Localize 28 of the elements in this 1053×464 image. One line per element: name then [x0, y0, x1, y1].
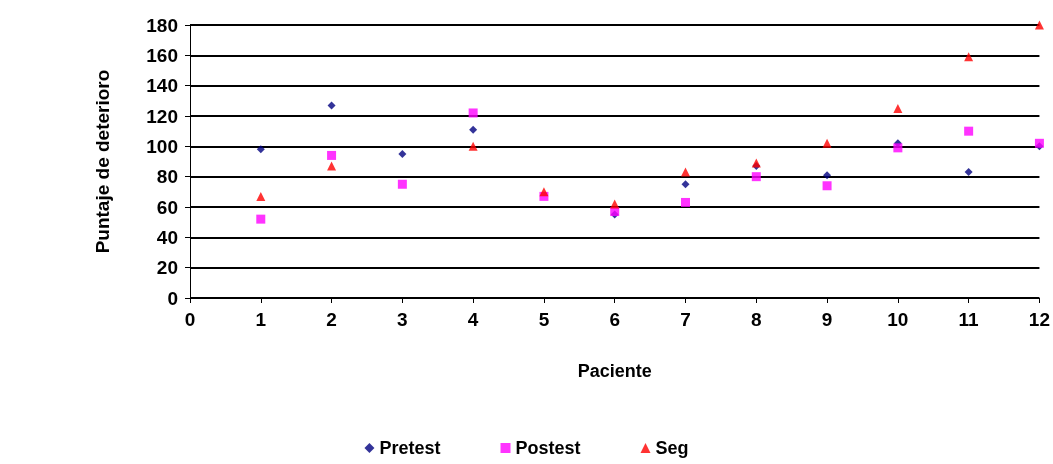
y-tick-label: 160	[146, 44, 178, 66]
x-tick-label: 10	[887, 309, 909, 330]
legend-label: Postest	[515, 438, 581, 458]
x-tick-label: 11	[958, 309, 980, 330]
y-tick-label: 0	[167, 287, 178, 309]
x-tick-label: 1	[255, 309, 267, 330]
x-tick-label: 7	[680, 309, 691, 330]
x-tick-label: 6	[609, 309, 621, 330]
y-tick-label: 80	[156, 166, 178, 188]
y-tick-label: 120	[146, 105, 178, 127]
x-tick-label: 8	[751, 309, 762, 330]
y-tick-label: 140	[146, 75, 178, 97]
x-tick-label: 4	[467, 309, 479, 330]
x-axis-title: Paciente	[577, 361, 652, 381]
x-tick-label: 3	[397, 309, 408, 330]
y-tick-label: 100	[146, 135, 178, 157]
y-tick-label: 180	[146, 14, 178, 36]
legend-label: Pretest	[379, 438, 441, 458]
x-tick-label: 0	[184, 309, 196, 330]
y-axis-title: Puntaje de deterioro	[92, 69, 113, 254]
x-tick-label: 12	[1028, 309, 1050, 330]
x-tick-label: 5	[538, 309, 550, 330]
x-tick-label: 9	[821, 309, 833, 330]
y-tick-label: 20	[156, 257, 178, 279]
y-tick-label: 40	[156, 226, 178, 248]
y-tick-label: 60	[156, 196, 178, 218]
x-tick-label: 2	[326, 309, 337, 330]
legend-label: Seg	[655, 438, 689, 458]
